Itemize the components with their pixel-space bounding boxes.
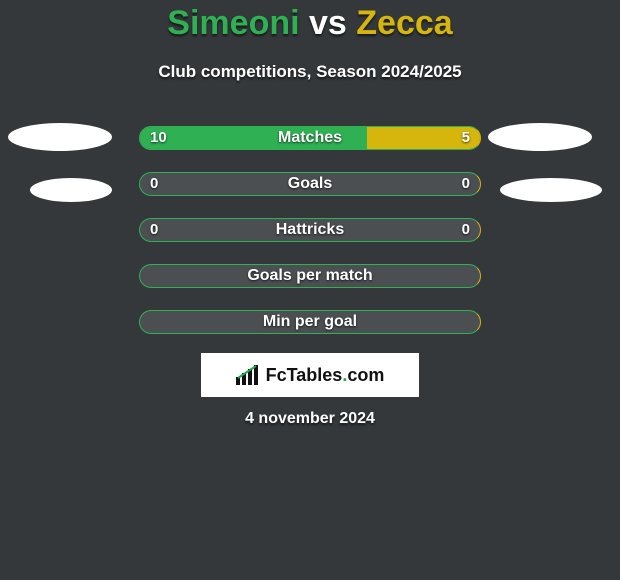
date: 4 november 2024 <box>245 410 375 428</box>
bar-chart-icon <box>236 365 260 385</box>
stat-bar <box>139 218 481 242</box>
decorative-ellipse <box>8 123 112 151</box>
stat-row: Goals per match <box>0 264 620 288</box>
decorative-ellipse <box>500 178 602 202</box>
stat-row: Hattricks00 <box>0 218 620 242</box>
stat-bar <box>139 264 481 288</box>
stat-bar <box>139 126 481 150</box>
logo-text-main: FcTables <box>266 365 343 385</box>
logo: FcTables.com <box>201 353 419 397</box>
decorative-ellipse <box>30 178 112 202</box>
subtitle: Club competitions, Season 2024/2025 <box>158 62 461 82</box>
stat-bar <box>139 172 481 196</box>
stat-rows: Matches105Goals00Hattricks00Goals per ma… <box>0 126 620 356</box>
page-title: Simeoni vs Zecca <box>167 4 452 43</box>
stat-bar-right <box>367 127 480 150</box>
stat-row: Min per goal <box>0 310 620 334</box>
title-vs: vs <box>309 4 347 42</box>
logo-text: FcTables.com <box>266 365 385 386</box>
comparison-infographic: Simeoni vs Zecca Club competitions, Seas… <box>0 0 620 580</box>
decorative-ellipse <box>488 123 592 151</box>
stat-bar-left <box>140 127 367 150</box>
title-player2: Zecca <box>356 4 452 42</box>
stat-bar <box>139 310 481 334</box>
title-player1: Simeoni <box>167 4 299 42</box>
logo-text-tld: com <box>347 365 384 385</box>
